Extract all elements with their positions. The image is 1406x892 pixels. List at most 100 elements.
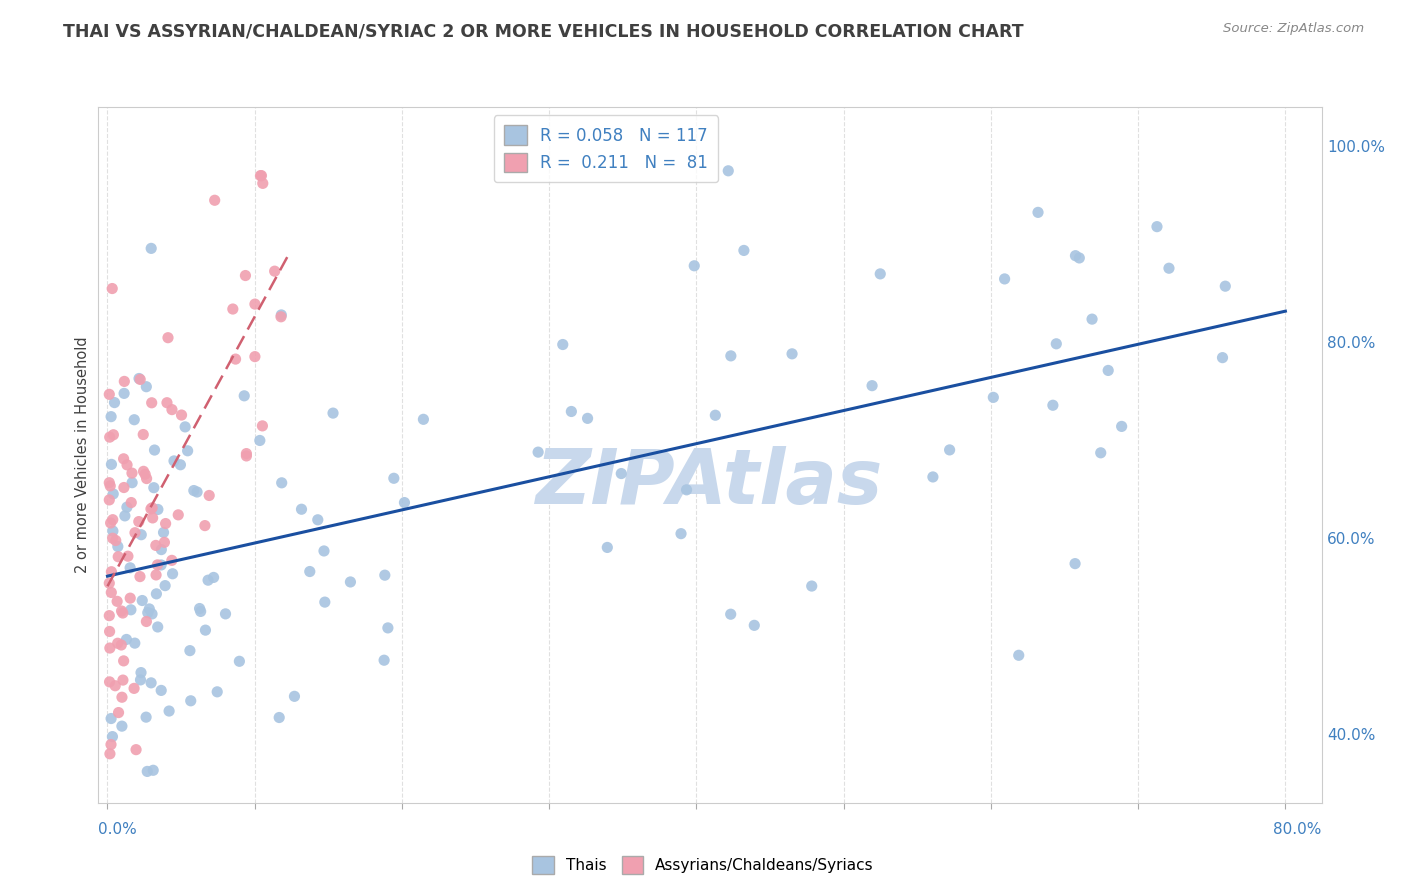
Point: [228, 654, 250, 668]
Point: [141, 396, 163, 410]
Point: [377, 621, 399, 635]
Point: [145, 538, 167, 552]
Point: [155, 516, 177, 531]
Point: [120, 495, 142, 509]
Point: [167, 508, 190, 522]
Point: [129, 372, 152, 386]
Text: ZIPAtlas: ZIPAtlas: [536, 446, 884, 520]
Point: [142, 764, 165, 778]
Point: [141, 607, 163, 621]
Point: [135, 472, 157, 486]
Point: [188, 601, 211, 615]
Point: [202, 570, 225, 584]
Point: [339, 574, 361, 589]
Point: [101, 524, 124, 538]
Point: [922, 470, 945, 484]
Point: [103, 427, 125, 442]
Point: [179, 643, 201, 657]
Point: [98, 674, 121, 689]
Point: [112, 386, 135, 401]
Point: [412, 412, 434, 426]
Point: [225, 352, 247, 367]
Point: [98, 479, 121, 493]
Point: [136, 764, 159, 779]
Point: [110, 604, 132, 618]
Point: [551, 337, 574, 351]
Point: [683, 259, 706, 273]
Point: [100, 409, 122, 424]
Text: 0.0%: 0.0%: [98, 822, 138, 837]
Point: [107, 540, 129, 554]
Point: [263, 264, 285, 278]
Point: [1026, 205, 1049, 219]
Point: [98, 608, 121, 623]
Point: [103, 487, 125, 501]
Point: [307, 513, 329, 527]
Point: [243, 350, 266, 364]
Point: [124, 525, 146, 540]
Point: [111, 690, 134, 705]
Point: [101, 730, 124, 744]
Point: [1097, 363, 1119, 377]
Point: [1008, 648, 1031, 663]
Point: [100, 712, 122, 726]
Point: [214, 607, 236, 621]
Point: [704, 409, 727, 423]
Point: [994, 272, 1017, 286]
Point: [115, 458, 138, 472]
Point: [981, 390, 1004, 404]
Point: [129, 673, 152, 687]
Point: [742, 618, 765, 632]
Point: [142, 481, 165, 495]
Point: [576, 411, 599, 425]
Point: [111, 673, 134, 687]
Point: [1045, 336, 1067, 351]
Point: [115, 500, 138, 515]
Point: [186, 485, 208, 500]
Point: [104, 533, 127, 548]
Point: [252, 177, 274, 191]
Point: [135, 380, 157, 394]
Point: [117, 549, 139, 564]
Point: [132, 464, 155, 478]
Point: [129, 665, 152, 680]
Point: [720, 349, 742, 363]
Point: [322, 406, 344, 420]
Point: [122, 413, 145, 427]
Point: [1069, 251, 1091, 265]
Point: [194, 518, 217, 533]
Point: [121, 466, 143, 480]
Legend: R = 0.058   N = 117, R =  0.211   N =  81: R = 0.058 N = 117, R = 0.211 N = 81: [494, 115, 718, 182]
Point: [98, 492, 121, 507]
Point: [233, 389, 256, 403]
Point: [156, 331, 179, 345]
Point: [197, 573, 219, 587]
Point: [98, 430, 121, 444]
Point: [122, 681, 145, 696]
Point: [146, 502, 169, 516]
Point: [290, 502, 312, 516]
Point: [1111, 419, 1133, 434]
Point: [138, 602, 160, 616]
Point: [243, 297, 266, 311]
Point: [128, 371, 150, 385]
Point: [101, 531, 124, 545]
Point: [114, 508, 136, 523]
Point: [204, 194, 226, 208]
Point: [675, 483, 697, 497]
Point: [146, 558, 169, 572]
Point: [250, 169, 273, 183]
Point: [1042, 398, 1064, 412]
Point: [107, 706, 129, 720]
Point: [610, 467, 633, 481]
Point: [394, 495, 416, 509]
Point: [170, 408, 193, 422]
Point: [107, 549, 129, 564]
Point: [194, 623, 217, 637]
Point: [98, 387, 121, 401]
Point: [100, 458, 122, 472]
Point: [160, 402, 183, 417]
Point: [156, 395, 179, 409]
Point: [1157, 261, 1180, 276]
Point: [183, 483, 205, 498]
